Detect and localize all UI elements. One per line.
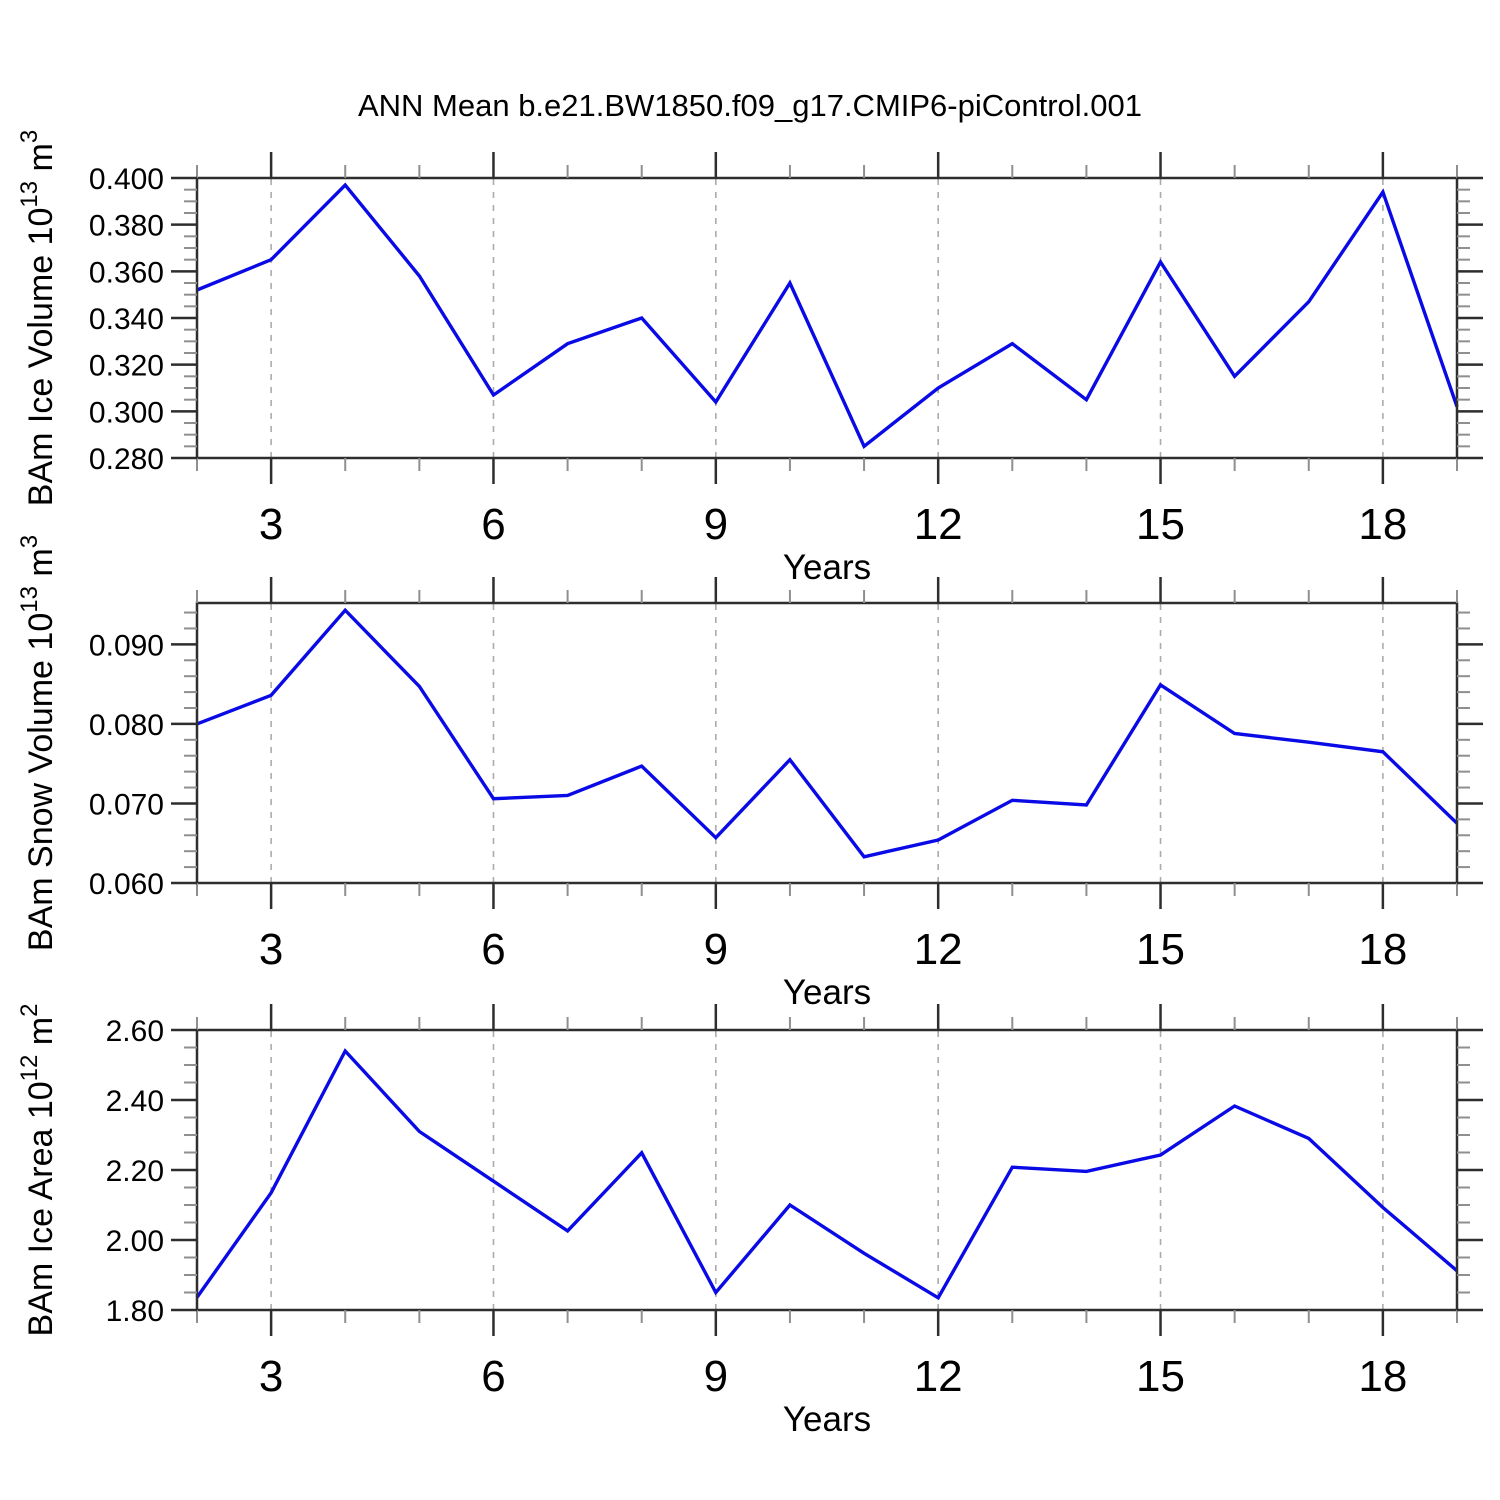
x-tick-label: 15 [1136,1352,1185,1401]
x-tick-label: 3 [259,500,283,549]
panel-ice-area: 1.80 2.00 2.20 2.40 2.60 3 6 9 12 15 18 Years BAm Ic… [16,1004,1483,1439]
x-tick-label: 12 [914,925,963,974]
x-tick-label: 18 [1358,1352,1407,1401]
x-axis-title-years: Years [783,973,871,1012]
x-tick-label: 12 [914,1352,963,1401]
x-tick-label: 6 [481,1352,505,1401]
x-tick-label: 3 [259,1352,283,1401]
x-tick-label: 18 [1358,925,1407,974]
x-axis-title-years: Years [783,548,871,587]
y-tick-label: 2.40 [106,1085,164,1118]
x-tick-label: 3 [259,925,283,974]
plot-box [195,176,1459,460]
x-tick-label: 12 [914,500,963,549]
y-tick-label: 0.400 [89,163,164,196]
y-tick-label: 0.090 [89,629,164,662]
ice-volume-line [196,182,1459,449]
x-tick-label: 9 [704,500,728,549]
snow-volume-line [196,607,1459,859]
y-tick-label: 0.060 [89,868,164,901]
figure-title: ANN Mean b.e21.BW1850.f09_g17.CMIP6-piCo… [357,88,1143,123]
x-tick-label: 15 [1136,925,1185,974]
x-tick-label: 18 [1358,500,1407,549]
x-tick-label: 9 [704,925,728,974]
y-tick-label: 0.280 [89,443,164,476]
y-axis-title-ice-area: BAm Ice Area 1012 m2 [16,1004,60,1337]
x-tick-label: 6 [481,500,505,549]
ice-area-line [195,1048,1459,1301]
plot-box [195,1028,1459,1312]
x-axis-title-years: Years [783,1400,871,1439]
panel-ice-volume: 0.280 0.300 0.320 0.340 0.360 0.380 0.400 3 6 9 12… [16,130,1483,587]
y-tick-label: 0.360 [89,256,164,289]
y-tick-label: 2.60 [106,1015,164,1048]
y-tick-label: 0.300 [89,396,164,429]
y-tick-label: 1.80 [106,1295,164,1328]
plot-box [195,601,1459,885]
y-tick-label: 0.080 [89,709,164,742]
y-tick-label: 0.380 [89,210,164,243]
x-tick-label: 15 [1136,500,1185,549]
y-tick-label: 2.00 [106,1225,164,1258]
y-tick-label: 0.340 [89,303,164,336]
y-axis-title-snow-volume: BAm Snow Volume 1013 m3 [16,535,60,951]
y-tick-label: 0.320 [89,350,164,383]
y-tick-label: 2.20 [106,1155,164,1188]
x-tick-label: 6 [481,925,505,974]
y-axis-title-ice-volume: BAm Ice Volume 1013 m3 [16,130,60,506]
y-tick-label: 0.070 [89,788,164,821]
x-tick-label: 9 [704,1352,728,1401]
panel-snow-volume: 0.060 0.070 0.080 0.090 3 6 9 12 15 18 Years BAm Sn… [16,535,1483,1012]
